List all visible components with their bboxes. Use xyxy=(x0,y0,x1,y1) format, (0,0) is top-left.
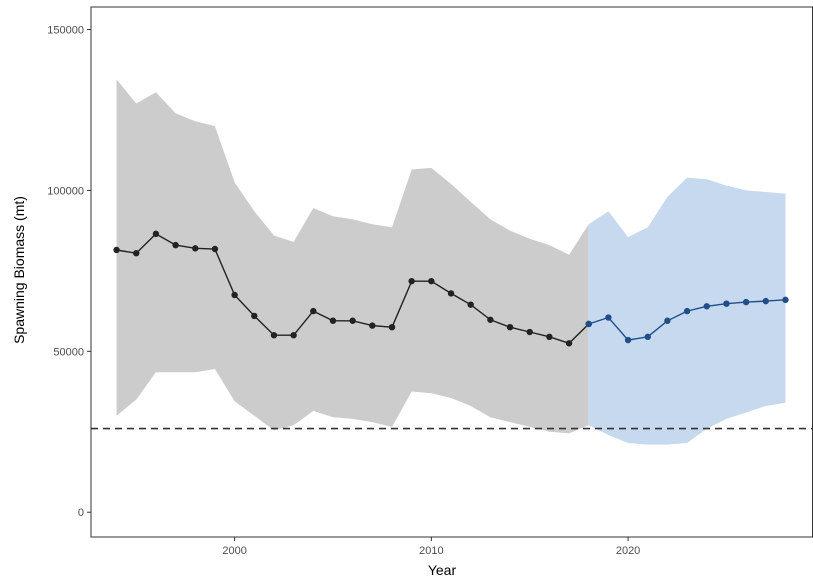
historical-data-point xyxy=(290,332,297,339)
x-axis-title: Year xyxy=(428,562,457,578)
historical-data-point xyxy=(310,307,317,315)
historical-data-point xyxy=(506,323,514,331)
historical-data-point xyxy=(487,316,494,323)
historical-data-point xyxy=(546,333,553,341)
projection-data-point xyxy=(585,320,592,328)
historical-data-point xyxy=(565,340,573,347)
historical-data-point xyxy=(447,290,455,297)
projection-data-point xyxy=(644,333,651,341)
historical-data-point xyxy=(408,277,415,285)
y-tick-label: 0 xyxy=(78,507,84,519)
confidence-bands xyxy=(116,79,786,445)
projection-data-point xyxy=(703,303,710,310)
projection-data-point xyxy=(664,317,671,324)
projection-data-point xyxy=(782,296,789,304)
projection-data-point xyxy=(742,298,750,306)
historical-data-point xyxy=(270,332,278,339)
y-tick-label: 150000 xyxy=(47,25,84,37)
historical-data-point xyxy=(251,312,258,320)
historical-data-point xyxy=(192,245,199,252)
x-tick-label: 2010 xyxy=(419,545,443,557)
historical-data-point xyxy=(329,317,337,324)
historical-data-point xyxy=(369,322,376,329)
projection-data-point xyxy=(683,307,691,315)
historical-data-point xyxy=(211,245,219,253)
y-tick-label: 100000 xyxy=(47,185,84,197)
y-tick-label: 50000 xyxy=(53,346,84,358)
historical-data-point xyxy=(231,291,238,299)
historical-data-point xyxy=(113,246,120,254)
projection-data-point xyxy=(624,336,632,344)
series-points xyxy=(113,230,789,347)
historical-data-point xyxy=(152,230,160,238)
projection-data-point xyxy=(762,297,769,305)
historical-data-point xyxy=(428,277,435,285)
historical-data-point xyxy=(388,323,396,331)
x-tick-label: 2000 xyxy=(222,545,246,557)
projection-data-point xyxy=(605,314,612,321)
projection-data-point xyxy=(723,300,730,307)
historical-data-point xyxy=(172,241,179,249)
y-axis-title: Spawning Biomass (mt) xyxy=(11,196,27,344)
historical-data-point xyxy=(467,301,474,308)
historical-data-point xyxy=(526,328,533,336)
historical-data-point xyxy=(349,317,356,324)
x-tick-label: 2020 xyxy=(616,545,640,557)
historical-data-point xyxy=(133,249,140,257)
historical-confidence-band xyxy=(116,79,589,434)
